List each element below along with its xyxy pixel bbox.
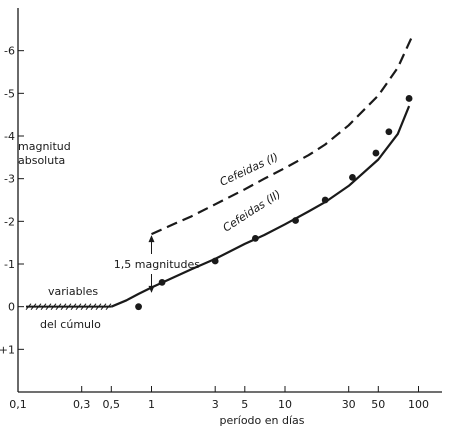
y-tick-label: 0 bbox=[8, 301, 15, 314]
series-label-cefeidas-ii: Cefeidas (II) bbox=[221, 188, 284, 235]
y-tick-label: -3 bbox=[4, 173, 15, 186]
series-line-cefeidas-i bbox=[151, 35, 414, 236]
hatch-stroke bbox=[75, 303, 82, 310]
ticks: 0,1 0,3 0,5 1 3 5 10 30 50 100 -6 -5 -4 -3 -2 -1 0 +1 bbox=[0, 45, 429, 411]
y-tick-label: -5 bbox=[4, 87, 15, 100]
cumulo-label: del cúmulo bbox=[40, 318, 101, 331]
x-tick-label: 10 bbox=[278, 398, 292, 411]
hatch-stroke bbox=[85, 303, 92, 310]
data-point bbox=[158, 278, 166, 286]
hatch-stroke bbox=[100, 303, 107, 310]
axes bbox=[17, 8, 442, 393]
hatch-stroke bbox=[30, 303, 37, 310]
x-axis-label: período en días bbox=[219, 414, 304, 427]
x-tick-label: 1 bbox=[148, 398, 155, 411]
hatch-stroke bbox=[45, 303, 52, 310]
x-tick-label: 0,3 bbox=[73, 398, 91, 411]
x-tick-label: 50 bbox=[371, 398, 385, 411]
y-axis-label-line2: absoluta bbox=[18, 154, 65, 167]
y-tick-label: -4 bbox=[4, 130, 15, 143]
x-tick-label: 5 bbox=[241, 398, 248, 411]
hatch-stroke bbox=[25, 303, 32, 310]
x-tick-label: 100 bbox=[408, 398, 429, 411]
x-tick-label: 3 bbox=[212, 398, 219, 411]
cluster-variables-hatch bbox=[25, 303, 112, 310]
annotations bbox=[148, 235, 155, 293]
data-point bbox=[292, 217, 299, 224]
hatch-stroke bbox=[60, 303, 67, 310]
hatch-stroke bbox=[80, 303, 87, 310]
hatch-stroke bbox=[90, 303, 97, 310]
y-tick-label: -2 bbox=[4, 215, 15, 228]
y-tick-label: -6 bbox=[4, 45, 15, 58]
offset-label: 1,5 magnitudes bbox=[114, 258, 200, 271]
data-point bbox=[405, 95, 413, 102]
series-label-cefeidas-i: Cefeidas (I) bbox=[218, 150, 281, 188]
hatch-stroke bbox=[35, 303, 42, 310]
hatch-stroke bbox=[40, 303, 47, 310]
y-tick-label: +1 bbox=[0, 343, 15, 356]
offset-arrowhead-down bbox=[148, 285, 155, 293]
data-point bbox=[251, 235, 259, 242]
data-point bbox=[211, 257, 219, 265]
y-axis-label-line1: magnitud bbox=[18, 140, 71, 153]
data-point bbox=[385, 128, 393, 136]
hatch-stroke bbox=[50, 303, 57, 310]
variables-label: variables bbox=[48, 285, 98, 298]
x-tick-label: 0,1 bbox=[9, 398, 27, 411]
x-tick-label: 30 bbox=[342, 398, 356, 411]
hatch-stroke bbox=[65, 303, 72, 310]
x-tick-label: 0,5 bbox=[103, 398, 121, 411]
data-point bbox=[349, 173, 356, 181]
data-point bbox=[372, 149, 380, 157]
hatch-stroke bbox=[95, 303, 102, 310]
hatch-stroke bbox=[55, 303, 62, 310]
hatch-stroke bbox=[70, 303, 77, 310]
data-points bbox=[135, 95, 413, 311]
y-tick-label: -1 bbox=[4, 258, 15, 271]
data-point bbox=[135, 303, 142, 311]
data-point bbox=[321, 196, 329, 204]
hatch-stroke bbox=[105, 303, 112, 310]
offset-arrowhead-up bbox=[148, 235, 155, 243]
